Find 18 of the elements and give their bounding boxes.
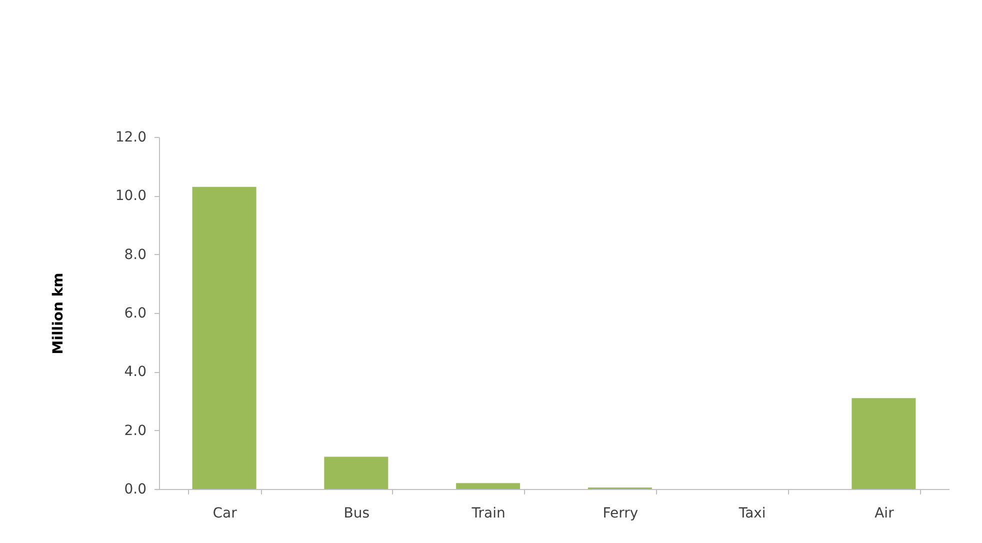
bar (192, 186, 256, 489)
x-tick-label: Train (470, 506, 506, 522)
y-tick-label: 0.0 (124, 482, 146, 498)
x-tick-label: Bus (344, 506, 370, 522)
bar (324, 456, 388, 489)
bar (852, 398, 916, 489)
x-tick-label: Ferry (602, 506, 638, 522)
y-tick-label: 12.0 (115, 130, 146, 146)
y-tick-label: 6.0 (124, 306, 146, 322)
x-tick-label: Air (874, 506, 894, 522)
x-tick-label: Car (212, 506, 238, 522)
y-tick-label: 4.0 (124, 364, 146, 380)
y-tick-label: 8.0 (124, 246, 146, 263)
y-tick-label: 2.0 (124, 422, 146, 439)
bar (456, 483, 520, 489)
y-axis-title: Million km (50, 272, 66, 354)
x-tick-label: Taxi (738, 506, 766, 522)
y-tick-label: 10.0 (115, 188, 146, 204)
